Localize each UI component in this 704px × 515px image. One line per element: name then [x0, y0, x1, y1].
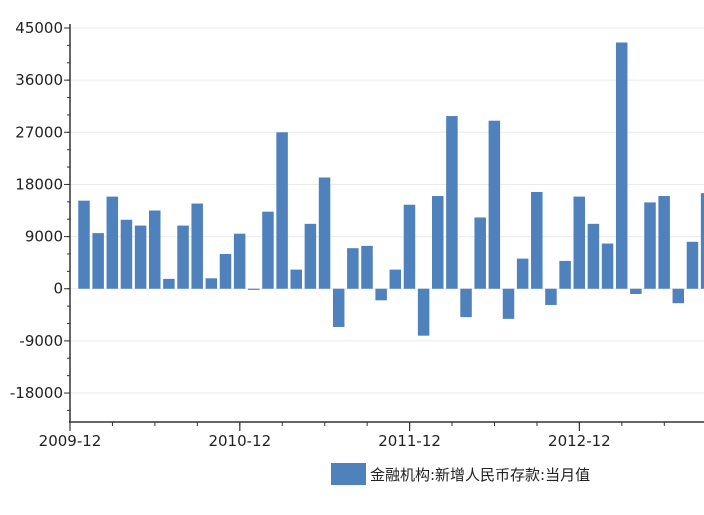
bar [149, 210, 161, 289]
bar [658, 196, 670, 289]
bar [686, 241, 699, 289]
bar [615, 42, 628, 289]
bar [276, 132, 288, 289]
y-tick-label: -9000 [19, 332, 63, 350]
bar [644, 202, 656, 289]
bar [92, 233, 104, 289]
bar [672, 288, 685, 304]
bar [134, 225, 147, 289]
y-tick-label: 45000 [15, 19, 63, 37]
legend-swatch [331, 463, 366, 485]
bar [163, 278, 175, 289]
gridlines [70, 27, 704, 394]
bar [587, 223, 600, 289]
bar [347, 248, 359, 289]
bar [375, 288, 387, 301]
bar [304, 223, 317, 289]
bar [177, 225, 189, 289]
y-tick-label: 9000 [25, 228, 63, 246]
bar [219, 253, 232, 289]
bar [389, 269, 402, 289]
bar [502, 288, 515, 319]
bar [700, 193, 704, 289]
bar [403, 204, 416, 289]
bar [417, 288, 430, 336]
y-tick-label: 0 [53, 280, 63, 298]
bar [488, 120, 501, 289]
x-tick-label: 2011-12 [378, 432, 441, 450]
bar [78, 200, 90, 289]
bar [531, 191, 543, 289]
y-tick-label: 27000 [15, 123, 63, 141]
x-axis: 2009-12 2010-12 2011-12 2012-12 [39, 421, 704, 450]
bar [191, 203, 203, 289]
legend: 金融机构:新增人民币存款:当月值 [331, 463, 590, 485]
y-tick-label: 36000 [15, 71, 63, 89]
bar [233, 233, 246, 289]
bar [432, 196, 444, 289]
bar [106, 196, 119, 289]
bar [262, 211, 274, 289]
bar [573, 196, 585, 289]
bar [361, 245, 373, 289]
x-tick-label: 2010-12 [208, 432, 271, 450]
bar [248, 288, 260, 290]
bar [290, 269, 302, 289]
x-tick-label: 2009-12 [39, 432, 102, 450]
bar [460, 288, 472, 318]
bar [446, 116, 458, 289]
bar [516, 258, 529, 289]
bar [205, 278, 218, 289]
bar [545, 288, 557, 305]
bar [332, 288, 345, 327]
bar [559, 260, 571, 289]
bar [120, 219, 133, 289]
y-axis: 45000 36000 27000 18000 9000 0 -9000 -18000 [10, 19, 71, 422]
bars [78, 42, 704, 336]
bar [601, 243, 614, 289]
y-tick-label: 18000 [15, 175, 63, 193]
y-tick-label: -18000 [10, 384, 63, 402]
legend-label: 金融机构:新增人民币存款:当月值 [370, 465, 591, 484]
bar [318, 177, 331, 289]
bar [474, 217, 486, 289]
x-tick-label: 2012-12 [548, 432, 611, 450]
bar [630, 288, 642, 294]
